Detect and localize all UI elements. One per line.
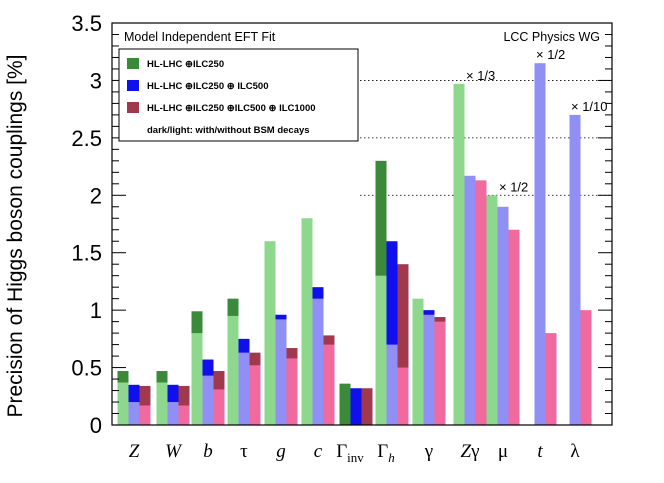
x-tick-label-z-gamma: Zγ	[461, 441, 480, 462]
bar-c-s1-light	[312, 298, 324, 425]
bar-b-s0-light	[191, 333, 203, 425]
plot-frame	[111, 22, 613, 426]
x-tick-label-gamma: γ	[424, 441, 433, 462]
x-tick-label-w: W	[165, 441, 183, 462]
bar-inv-s0-dark	[339, 383, 351, 425]
bar-w-s0-light	[156, 382, 168, 425]
y-tick-label-2-5: 2.5	[71, 126, 102, 151]
x-tick-label-z: Z	[129, 441, 140, 462]
bar-x-s2-light	[249, 365, 261, 425]
bar-w-s2-light	[178, 405, 190, 425]
bar-z-s2-light	[139, 405, 151, 425]
y-tick-label-1: 1	[90, 298, 102, 323]
bar-c-s0-light	[301, 218, 313, 425]
bar-h-s2-light	[397, 367, 409, 425]
bar-w-s1-light	[167, 402, 179, 425]
bar-inv-s1-dark	[350, 388, 362, 425]
x-tick-label-b: b	[203, 441, 213, 462]
chart-subtitle: LCC Physics WG	[503, 30, 600, 44]
bar-t-s1-light	[534, 63, 546, 425]
annotation-lambda: × 1/10	[571, 99, 608, 114]
x-tick-label-lambda: λ	[570, 441, 580, 462]
chart-title: Model Independent EFT Fit	[124, 30, 276, 44]
annotation-t: × 1/2	[536, 47, 565, 62]
legend-label-1: HL-LHC ⊕ILC250 ⊕ ILC500	[147, 81, 269, 92]
annotation-z-gamma: × 1/3	[466, 68, 495, 83]
bar-z-s2-light	[475, 180, 487, 425]
bar-x-s0-light	[227, 315, 239, 425]
legend: HL-LHC ⊕ILC250 HL-LHC ⊕ILC250 ⊕ ILC500 H…	[118, 48, 359, 142]
y-tick-label-1-5: 1.5	[71, 241, 102, 266]
bar-x-s0-light	[412, 298, 424, 425]
legend-swatch-1	[127, 80, 139, 91]
bar-x-s1-light	[569, 114, 581, 425]
y-tick-label-3-5: 3.5	[71, 11, 102, 36]
bar-x-s1-light	[423, 314, 435, 425]
legend-swatch-0	[127, 58, 139, 69]
legend-swatch-2	[127, 102, 139, 113]
bar-z-s1-light	[464, 175, 476, 425]
y-axis-label: Precision of Higgs boson couplings [%]	[4, 54, 27, 417]
legend-label-2: HL-LHC ⊕ILC250 ⊕ILC500 ⊕ ILC1000	[147, 103, 316, 114]
bar-g-s0-light	[264, 241, 276, 425]
bar-x-s2-light	[434, 321, 446, 425]
bar-inv-s2-dark	[361, 388, 373, 425]
bar-z-s1-light	[128, 402, 140, 425]
bar-z-s0-light	[117, 382, 129, 425]
x-tick-label-t: t	[537, 441, 543, 462]
bar-z-s0-light	[453, 83, 465, 426]
bar-g-s1-light	[275, 319, 287, 425]
bar-h-s1-light	[386, 344, 398, 425]
bar-c-s2-light	[323, 344, 335, 425]
annotation-layer: × 1/3 × 1/2 × 1/2 × 1/10	[466, 47, 608, 194]
annotation-mu: × 1/2	[499, 179, 528, 194]
y-tick-label-2: 2	[90, 183, 102, 208]
x-tick-label-gamma-inv: Γinv	[336, 441, 364, 465]
x-tick-label-tau: τ	[240, 441, 248, 462]
x-tick-label-g: g	[276, 441, 286, 462]
y-tick-label-0-5: 0.5	[71, 356, 102, 381]
bar-t-s2-light	[545, 333, 557, 425]
bar-x-s1-light	[238, 352, 250, 425]
legend-label-0: HL-LHC ⊕ILC250	[147, 59, 224, 70]
bar-h-s2-dark	[397, 264, 409, 425]
legend-note: dark/light: with/without BSM decays	[147, 125, 310, 136]
x-tick-label-c: c	[314, 441, 323, 462]
bar-x-s2-light	[508, 229, 520, 425]
bar-x-s0-light	[486, 195, 498, 425]
x-tick-label-mu: μ	[498, 441, 508, 462]
bar-b-s2-light	[213, 389, 225, 425]
bar-x-s1-light	[497, 206, 509, 425]
bar-x-s2-light	[580, 310, 592, 425]
y-tick-label-0: 0	[90, 413, 102, 438]
bar-h-s1-dark	[386, 241, 398, 425]
bar-b-s1-light	[202, 375, 214, 425]
bars-layer	[117, 63, 592, 426]
legend-box	[118, 48, 359, 142]
bar-g-s2-light	[286, 358, 298, 425]
x-tick-label-gamma-h: Γh	[377, 441, 394, 465]
y-tick-label-3: 3	[90, 68, 102, 93]
bar-h-s0-light	[375, 275, 387, 425]
